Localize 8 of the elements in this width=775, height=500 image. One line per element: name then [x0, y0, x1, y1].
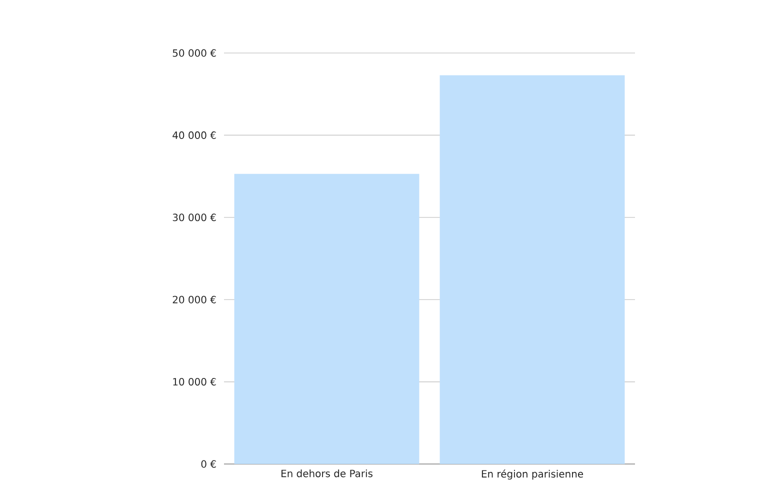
x-tick-label: En dehors de Paris — [282, 470, 372, 478]
y-tick-label: 50 000 € — [172, 49, 216, 57]
y-tick-label: 0 € — [201, 460, 216, 468]
x-tick-label: En région parisienne — [482, 470, 584, 480]
y-tick-label: 10 000 € — [173, 378, 216, 386]
y-tick-label: 40 000 € — [172, 131, 216, 139]
y-tick-label: 30 000 € — [172, 214, 216, 222]
y-tick-label: 20 000 € — [172, 296, 216, 304]
